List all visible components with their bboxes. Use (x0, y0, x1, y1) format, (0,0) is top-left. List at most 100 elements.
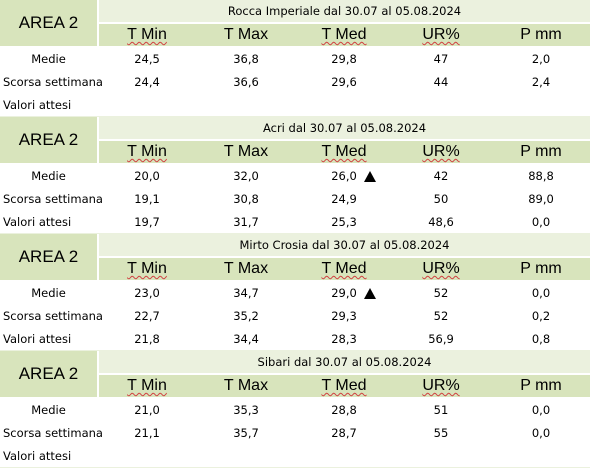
table-cell (506, 444, 576, 467)
column-header-row (99, 24, 590, 46)
column-header: T Med (294, 24, 394, 46)
table-cell: 50 (433, 191, 449, 206)
table-cell: 36,8 (233, 51, 259, 66)
station-title: Rocca Imperiale dal 30.07 al 05.08.2024 (99, 0, 590, 22)
table-cell: 48,6 (428, 214, 454, 229)
table-cell: 2,0 (531, 51, 551, 66)
column-header: T Min (97, 258, 197, 280)
table-cell: 89,0 (528, 191, 554, 206)
trend-up-arrow-icon (364, 288, 376, 299)
table-cell: 35,7 (233, 425, 259, 440)
table-cell: 88,8 (528, 168, 554, 183)
table-cell: 0,0 (531, 214, 551, 229)
column-header: T Max (196, 375, 296, 397)
column-header-label: T Max (223, 377, 269, 394)
table-cell: 34,4 (233, 331, 259, 346)
column-header: UR% (391, 375, 491, 397)
column-header: UR% (391, 24, 491, 46)
row-label: Valori attesi (3, 214, 72, 229)
table-cell: 0,0 (531, 285, 551, 300)
separator (0, 233, 590, 234)
row-label: Valori attesi (3, 331, 72, 346)
column-header: T Max (196, 141, 296, 163)
column-header-label: T Min (127, 26, 167, 43)
station-block: AREA 2 Sibari dal 30.07 al 05.08.2024 T Mi… (0, 351, 590, 468)
table-cell (309, 444, 379, 467)
table-cell: 21,8 (134, 331, 160, 346)
table-cell: 20,0 (134, 168, 160, 183)
column-header: P mm (491, 258, 590, 280)
column-header-label: T Med (321, 143, 367, 160)
area-label: AREA 2 (0, 234, 97, 280)
column-header: UR% (391, 141, 491, 163)
row-label: Scorsa settimana (3, 425, 103, 440)
column-header-label: T Med (321, 377, 367, 394)
column-header-label: T Max (223, 143, 269, 160)
table-cell: 31,7 (233, 214, 259, 229)
area-label: AREA 2 (0, 351, 97, 397)
column-header-row (99, 141, 590, 163)
column-header-row (99, 258, 590, 280)
column-header-label: T Min (127, 377, 167, 394)
station-title: Acri dal 30.07 al 05.08.2024 (99, 117, 590, 139)
table-cell: 29,3 (331, 308, 357, 323)
column-header: T Min (97, 375, 197, 397)
column-header-label: T Min (127, 260, 167, 277)
table-cell: 19,1 (134, 191, 160, 206)
table-cell: 34,7 (233, 285, 259, 300)
table-cell: 55 (433, 425, 449, 440)
table-cell: 19,7 (134, 214, 160, 229)
column-header: P mm (491, 375, 590, 397)
column-header: T Med (294, 258, 394, 280)
column-header-label: UR% (422, 377, 460, 394)
station-block: AREA 2 Mirto Crosia dal 30.07 al 05.08.20… (0, 234, 590, 351)
column-header: T Med (294, 141, 394, 163)
table-cell: 29,0 (331, 285, 357, 300)
row-label: Scorsa settimana (3, 191, 103, 206)
table-cell: 21,0 (134, 402, 160, 417)
table-cell: 52 (433, 308, 449, 323)
table-cell: 0,0 (531, 425, 551, 440)
column-header: P mm (491, 24, 590, 46)
table-cell: 0,8 (531, 331, 551, 346)
table-cell: 51 (433, 402, 449, 417)
column-header: T Med (294, 375, 394, 397)
column-header: T Min (97, 24, 197, 46)
table-cell (112, 93, 182, 116)
trend-up-arrow-icon (364, 171, 376, 182)
table-cell (309, 93, 379, 116)
table-cell (406, 93, 476, 116)
column-header-label: T Max (223, 26, 269, 43)
table-cell: 29,6 (331, 74, 357, 89)
table-cell: 28,3 (331, 331, 357, 346)
column-header-label: P mm (520, 260, 562, 277)
row-label: Medie (31, 402, 66, 417)
table-cell: 52 (433, 285, 449, 300)
area-label: AREA 2 (0, 0, 97, 46)
table-cell: 2,4 (531, 74, 551, 89)
column-header-label: T Max (223, 260, 269, 277)
table-cell: 30,8 (233, 191, 259, 206)
station-block: AREA 2 Acri dal 30.07 al 05.08.2024 T Min T… (0, 117, 590, 234)
table-cell: 28,8 (331, 402, 357, 417)
column-header: UR% (391, 258, 491, 280)
row-label: Scorsa settimana (3, 308, 103, 323)
table-cell: 0,2 (531, 308, 551, 323)
table-cell: 24,5 (134, 51, 160, 66)
table-cell: 47 (433, 51, 449, 66)
table-cell: 26,0 (331, 168, 357, 183)
row-label: Scorsa settimana (3, 74, 103, 89)
table-cell: 29,8 (331, 51, 357, 66)
table-cell: 35,2 (233, 308, 259, 323)
table-cell: 36,6 (233, 74, 259, 89)
table-cell (112, 444, 182, 467)
row-label: Valori attesi (3, 448, 72, 463)
column-header: T Max (196, 258, 296, 280)
table-cell (211, 444, 281, 467)
area-label: AREA 2 (0, 117, 97, 163)
table-cell (506, 93, 576, 116)
station-title: Sibari dal 30.07 al 05.08.2024 (99, 351, 590, 373)
station-block: AREA 2 Rocca Imperiale dal 30.07 al 05.08… (0, 0, 590, 117)
table-cell: 56,9 (428, 331, 454, 346)
